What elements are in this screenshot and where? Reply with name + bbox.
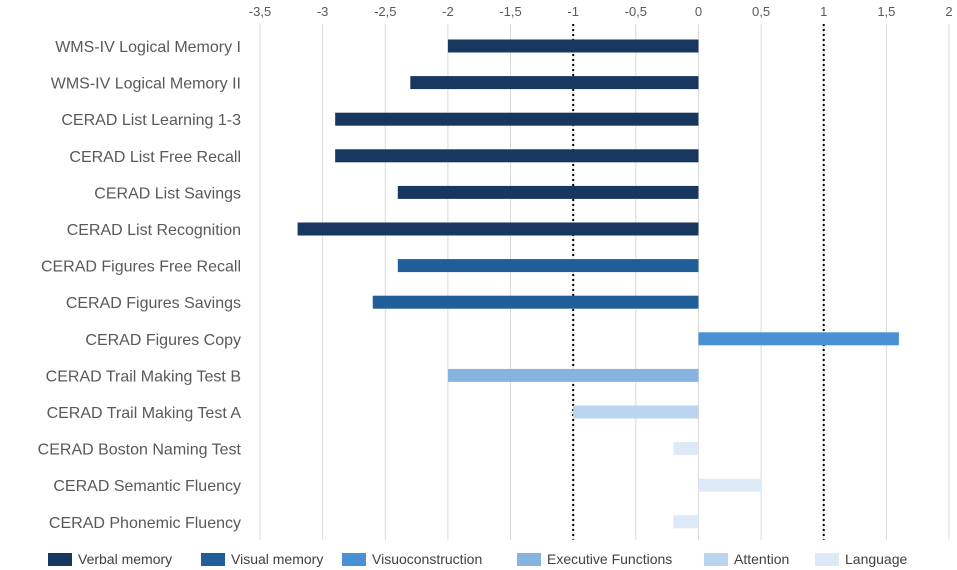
legend-label: Executive Functions [547, 551, 672, 567]
x-tick-label: -3 [317, 4, 329, 19]
category-label: CERAD Figures Copy [85, 332, 241, 349]
bar [372, 295, 699, 309]
x-tick-label: -0,5 [625, 4, 647, 19]
x-tick-label: 1 [820, 4, 827, 19]
x-tick-label: 0,5 [752, 4, 770, 19]
bar [698, 332, 899, 346]
category-label: CERAD List Learning 1-3 [61, 112, 241, 129]
reference-lines [572, 24, 825, 540]
x-tick-label: -3,5 [249, 4, 271, 19]
legend-label: Attention [734, 551, 789, 567]
bar [335, 112, 699, 126]
category-label: CERAD List Free Recall [69, 149, 241, 166]
bar [447, 368, 699, 382]
category-labels: WMS-IV Logical Memory I WMS-IV Logical Me… [38, 39, 242, 532]
legend-label: Verbal memory [78, 551, 172, 567]
bar [698, 478, 762, 492]
x-tick-label: 0 [695, 4, 702, 19]
bar [397, 185, 699, 199]
bars [297, 39, 899, 529]
bar [397, 259, 699, 273]
bar [447, 39, 699, 53]
legend-swatch [342, 553, 366, 566]
legend-swatch [517, 553, 541, 566]
category-label: CERAD Boston Naming Test [38, 442, 242, 459]
legend-label: Language [845, 551, 908, 567]
x-tick-label: -2,5 [374, 4, 396, 19]
category-label: WMS-IV Logical Memory I [55, 39, 241, 56]
x-tick-label: 2 [945, 4, 952, 19]
bar [673, 442, 699, 456]
bar [573, 405, 699, 419]
legend-label: Visuoconstruction [372, 551, 482, 567]
category-label: CERAD Trail Making Test B [46, 368, 241, 385]
x-tick-label: -2 [442, 4, 454, 19]
legend-label: Visual memory [231, 551, 323, 567]
bar [297, 222, 699, 236]
category-label: CERAD List Recognition [67, 222, 241, 239]
category-label: CERAD Phonemic Fluency [49, 515, 241, 532]
x-tick-label: -1 [567, 4, 579, 19]
legend-swatch [201, 553, 225, 566]
legend-swatch [48, 553, 72, 566]
category-label: CERAD Semantic Fluency [53, 478, 241, 495]
legend-swatch [815, 553, 839, 566]
bar [410, 76, 699, 90]
category-label: CERAD List Savings [94, 185, 241, 202]
gridlines [259, 24, 950, 540]
legend: Verbal memory Visual memory Visuoconstruct… [48, 551, 908, 567]
x-tick-label: -1,5 [499, 4, 521, 19]
bar [673, 515, 699, 529]
category-label: CERAD Figures Free Recall [41, 259, 241, 276]
x-axis-tick-labels: -3,5 -3 -2,5 -2 -1,5 -1 -0,5 0 0,5 1 1,5 2 [249, 4, 953, 19]
category-label: WMS-IV Logical Memory II [51, 76, 241, 93]
category-label: CERAD Trail Making Test A [47, 405, 242, 422]
category-label: CERAD Figures Savings [66, 295, 241, 312]
x-tick-label: 1,5 [877, 4, 895, 19]
legend-swatch [704, 553, 728, 566]
bar [335, 149, 699, 163]
